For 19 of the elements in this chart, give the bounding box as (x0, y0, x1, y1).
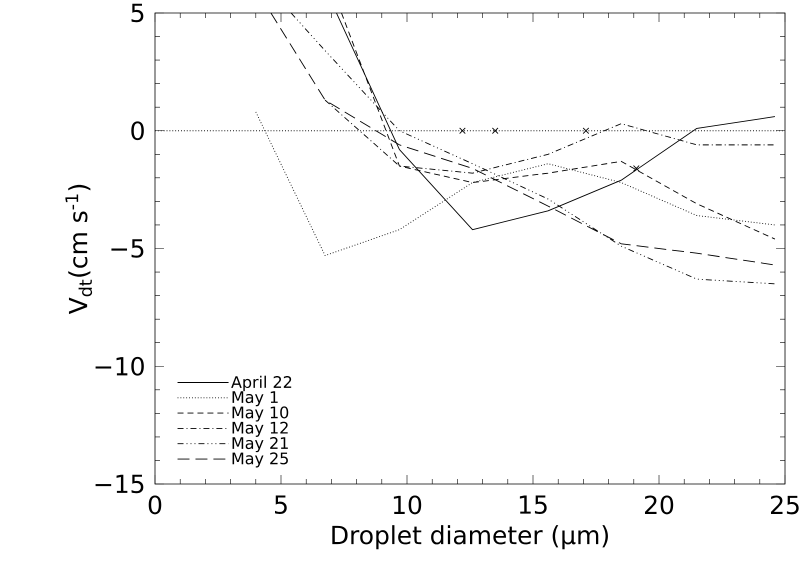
legend-label: May 12 (232, 422, 288, 437)
x-tick-label: 25 (770, 495, 799, 514)
x-tick-label: 20 (644, 495, 674, 514)
y-tick-label: 5 (132, 4, 144, 22)
legend-label: May 10 (232, 406, 288, 422)
legend-label: May 25 (232, 452, 288, 468)
legend-label: April 22 (231, 376, 292, 392)
x-tick-label: 5 (275, 495, 287, 514)
x-tick-label: 10 (394, 495, 422, 514)
x-axis-title: Droplet diameter (μm) (332, 525, 608, 550)
legend-label: May 1 (232, 391, 278, 406)
y-tick-label: −15 (96, 474, 144, 494)
legend-label: May 21 (232, 437, 288, 452)
y-tick-label: −10 (96, 356, 144, 376)
y-tick-label: −5 (111, 239, 144, 258)
y-tick-label: 0 (131, 121, 144, 140)
x-tick-label: 15 (520, 495, 547, 514)
x-tick-label: 0 (148, 495, 162, 514)
y-axis-title: V$_{dt}$(cm s$^{-1}$) (65, 184, 92, 314)
